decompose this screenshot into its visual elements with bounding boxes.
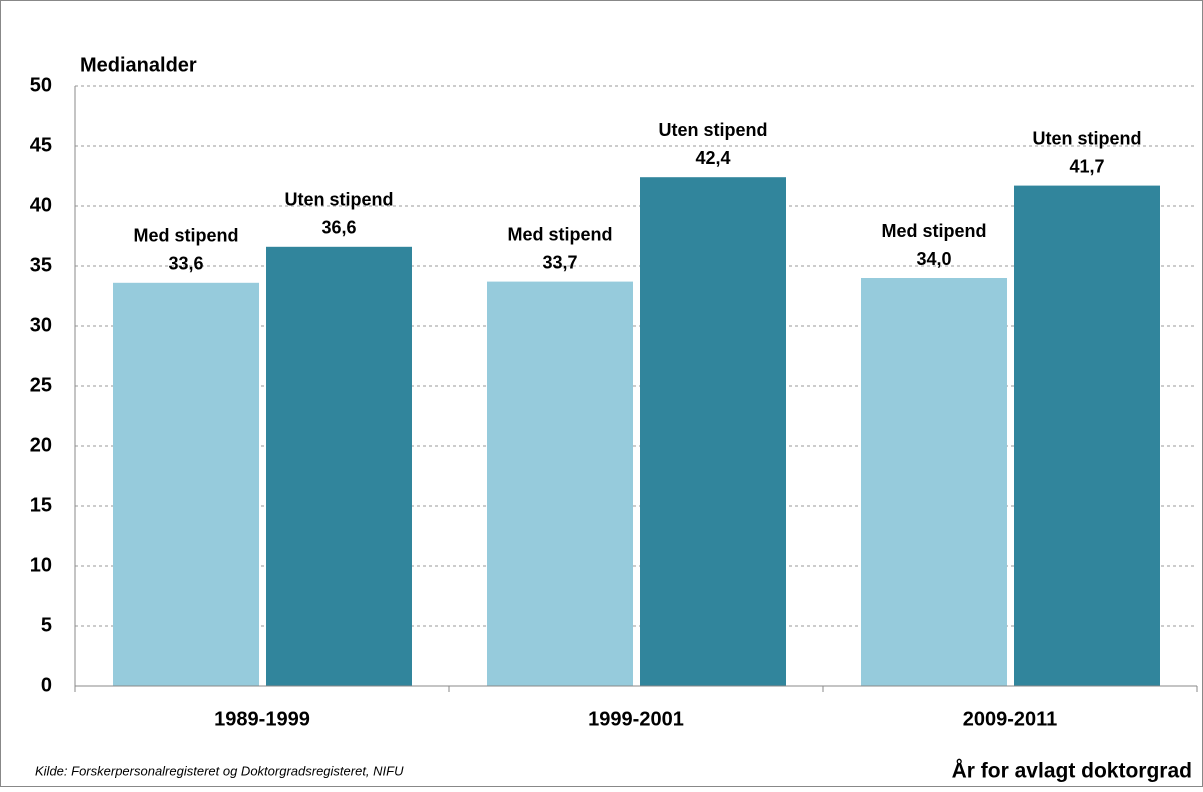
y-tick-label: 50	[30, 74, 52, 96]
y-tick-label: 25	[30, 374, 52, 396]
y-tick-label: 30	[30, 314, 52, 336]
y-tick-label: 40	[30, 194, 52, 216]
bar	[113, 282, 259, 686]
bar	[640, 177, 786, 686]
series-label: Med stipend	[881, 221, 986, 241]
bar	[1014, 185, 1160, 686]
y-tick-label: 5	[41, 614, 52, 636]
y-axis-title: Medianalder	[80, 54, 197, 76]
y-tick-label: 20	[30, 434, 52, 456]
bar	[487, 281, 633, 686]
data-label: 33,6	[168, 254, 203, 274]
x-tick-label: 1989-1999	[214, 708, 310, 730]
series-label: Uten stipend	[1032, 128, 1141, 148]
series-label: Uten stipend	[658, 120, 767, 140]
data-label: 34,0	[916, 249, 951, 269]
x-axis-title: År for avlagt doktorgrad	[952, 759, 1192, 783]
x-tick-label: 2009-2011	[963, 708, 1058, 730]
data-label: 36,6	[321, 218, 356, 238]
series-label: Med stipend	[133, 226, 238, 246]
y-tick-label: 10	[30, 554, 52, 576]
series-label: Med stipend	[507, 224, 612, 244]
source-note: Kilde: Forskerpersonalregisteret og Dokt…	[35, 763, 404, 778]
y-tick-label: 0	[41, 674, 52, 696]
data-label: 41,7	[1069, 156, 1104, 176]
bar	[266, 246, 412, 687]
y-tick-label: 15	[30, 494, 52, 516]
x-tick-label: 1999-2001	[588, 708, 684, 730]
bar	[861, 278, 1007, 686]
series-label: Uten stipend	[284, 190, 393, 210]
y-tick-label: 45	[30, 134, 52, 156]
data-label: 33,7	[542, 252, 577, 272]
data-label: 42,4	[695, 148, 730, 168]
y-tick-label: 35	[30, 254, 52, 276]
